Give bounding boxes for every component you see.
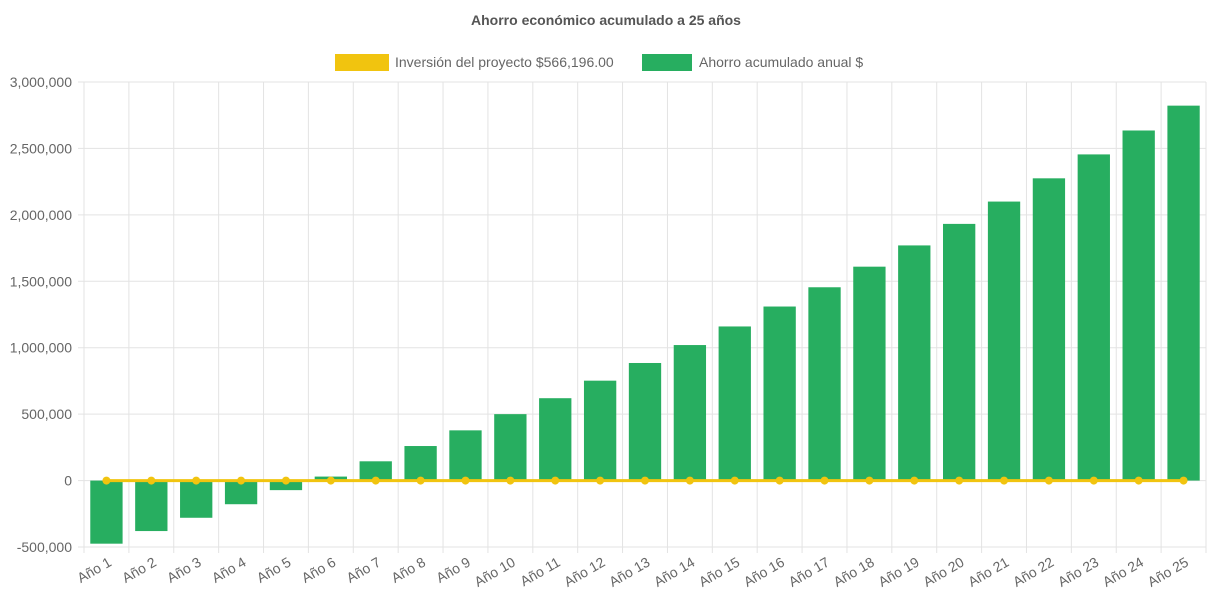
x-tick-label: Año 3	[164, 554, 204, 586]
y-tick-label: 1,000,000	[10, 340, 72, 356]
y-tick-label: 3,000,000	[10, 74, 72, 90]
x-tick-label: Año 6	[299, 554, 339, 586]
x-tick-label: Año 13	[606, 554, 653, 590]
point-inversion-10[interactable]	[506, 476, 515, 485]
point-inversion-17[interactable]	[820, 476, 829, 485]
legend-label-inversion: Inversión del proyecto $566,196.00	[395, 54, 614, 70]
point-inversion-23[interactable]	[1089, 476, 1098, 485]
bar-series	[90, 105, 1200, 544]
x-tick-label: Año 21	[965, 554, 1012, 590]
point-inversion-19[interactable]	[910, 476, 919, 485]
bar-ahorro-25[interactable]	[1167, 105, 1200, 481]
x-tick-label: Año 8	[388, 554, 428, 586]
point-inversion-18[interactable]	[865, 476, 874, 485]
line-series	[102, 476, 1188, 485]
bar-ahorro-19[interactable]	[898, 245, 931, 481]
x-tick-label: Año 4	[209, 554, 249, 586]
bar-ahorro-13[interactable]	[628, 362, 662, 481]
x-tick-label: Año 5	[254, 554, 294, 586]
legend-item-ahorro[interactable]: Ahorro acumulado anual $	[642, 54, 863, 71]
x-tick-label: Año 22	[1010, 554, 1057, 590]
bar-ahorro-14[interactable]	[673, 345, 707, 481]
x-tick-label: Año 23	[1055, 554, 1102, 590]
legend-label-ahorro: Ahorro acumulado anual $	[699, 54, 863, 70]
point-inversion-15[interactable]	[730, 476, 739, 485]
x-tick-label: Año 19	[875, 554, 922, 590]
bar-ahorro-1[interactable]	[90, 480, 123, 544]
bar-ahorro-2[interactable]	[135, 480, 168, 532]
point-inversion-3[interactable]	[192, 476, 201, 485]
bar-ahorro-20[interactable]	[943, 223, 976, 481]
bar-ahorro-7[interactable]	[359, 461, 392, 481]
y-tick-label: 500,000	[21, 406, 72, 422]
grid-lines	[78, 81, 1207, 553]
bar-ahorro-8[interactable]	[404, 446, 437, 481]
bar-ahorro-21[interactable]	[987, 201, 1021, 481]
x-tick-label: Año 25	[1145, 554, 1192, 590]
bar-ahorro-16[interactable]	[763, 306, 796, 481]
point-inversion-16[interactable]	[775, 476, 784, 485]
x-tick-label: Año 10	[471, 554, 518, 590]
y-tick-label: 2,500,000	[10, 140, 72, 156]
legend-item-inversion[interactable]: Inversión del proyecto $566,196.00	[335, 54, 614, 71]
x-tick-label: Año 20	[920, 554, 967, 590]
bar-ahorro-4[interactable]	[224, 480, 258, 505]
point-inversion-4[interactable]	[237, 476, 246, 485]
point-inversion-12[interactable]	[596, 476, 605, 485]
point-inversion-22[interactable]	[1044, 476, 1053, 485]
bar-ahorro-18[interactable]	[853, 266, 886, 481]
bar-ahorro-3[interactable]	[180, 480, 213, 518]
point-inversion-1[interactable]	[102, 476, 111, 485]
point-inversion-6[interactable]	[326, 476, 335, 485]
point-inversion-8[interactable]	[416, 476, 425, 485]
point-inversion-7[interactable]	[371, 476, 380, 485]
point-inversion-11[interactable]	[551, 476, 560, 485]
point-inversion-13[interactable]	[641, 476, 649, 485]
x-tick-label: Año 24	[1100, 554, 1147, 590]
legend: Inversión del proyecto $566,196.00 Ahorr…	[335, 54, 863, 71]
y-tick-label: 0	[64, 473, 72, 489]
bar-ahorro-10[interactable]	[494, 414, 527, 481]
point-inversion-5[interactable]	[281, 476, 290, 485]
point-inversion-24[interactable]	[1134, 476, 1143, 485]
x-tick-label: Año 11	[517, 554, 563, 590]
point-inversion-25[interactable]	[1179, 476, 1188, 485]
point-inversion-21[interactable]	[1000, 476, 1009, 485]
x-tick-label: Año 1	[74, 554, 114, 586]
x-tick-label: Año 18	[830, 554, 877, 590]
x-tick-label: Año 16	[741, 554, 788, 590]
point-inversion-2[interactable]	[147, 476, 156, 485]
y-axis: 3,000,000 2,500,000 2,000,000 1,500,000 1,00…	[10, 74, 73, 555]
bar-ahorro-22[interactable]	[1032, 178, 1066, 481]
chart-title: Ahorro económico acumulado a 25 años	[471, 12, 741, 28]
bar-ahorro-5[interactable]	[269, 480, 303, 491]
point-inversion-9[interactable]	[461, 476, 470, 485]
bar-ahorro-17[interactable]	[808, 287, 841, 481]
x-tick-label: Año 7	[344, 554, 384, 586]
bar-ahorro-11[interactable]	[539, 398, 572, 481]
x-tick-label: Año 14	[651, 554, 698, 590]
point-inversion-20[interactable]	[955, 476, 964, 485]
point-inversion-14[interactable]	[685, 476, 694, 485]
bar-ahorro-12[interactable]	[583, 380, 617, 481]
x-tick-label: Año 9	[433, 554, 473, 586]
x-tick-label: Año 15	[696, 554, 743, 590]
x-tick-label: Año 17	[786, 554, 833, 590]
x-tick-label: Año 12	[561, 554, 608, 590]
x-tick-label: Año 2	[119, 554, 159, 586]
bar-ahorro-15[interactable]	[718, 326, 751, 481]
legend-swatch-inversion	[335, 54, 389, 71]
y-tick-label: 1,500,000	[10, 273, 72, 289]
bar-ahorro-9[interactable]	[449, 430, 482, 481]
x-axis: Año 1 Año 2 Año 3 Año 4 Año 5 Año 6 Año 7 Año 8…	[74, 554, 1191, 590]
legend-swatch-ahorro	[642, 54, 692, 71]
bar-ahorro-24[interactable]	[1122, 130, 1155, 481]
y-tick-label: -500,000	[17, 539, 72, 555]
bar-ahorro-23[interactable]	[1077, 154, 1110, 481]
y-tick-label: 2,000,000	[10, 207, 72, 223]
